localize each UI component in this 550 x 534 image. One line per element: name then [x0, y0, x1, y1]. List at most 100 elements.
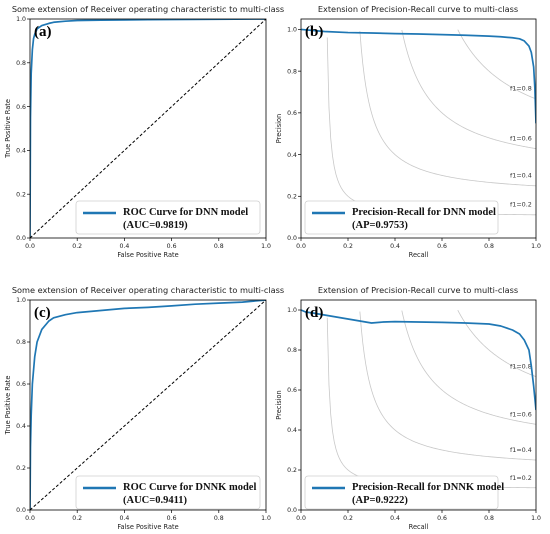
x-axis-label: False Positive Rate — [117, 523, 178, 531]
iso-f1-label: f1=0.4 — [510, 446, 532, 454]
legend: ROC Curve for DNN model (AUC=0.9819) — [75, 200, 261, 235]
y-tick-label: 0.4 — [16, 148, 26, 155]
iso-f1-curve — [401, 310, 536, 425]
y-tick-label: 1.0 — [287, 27, 297, 34]
legend-score: (AP=0.9753) — [352, 220, 408, 231]
chance-diagonal-line — [30, 19, 266, 238]
x-tick-label: 1.0 — [531, 515, 541, 522]
x-axis-label: False Positive Rate — [117, 251, 178, 259]
x-tick-label: 0.8 — [214, 243, 224, 250]
y-tick-label: 0.6 — [16, 104, 26, 111]
x-tick-label: 1.0 — [261, 243, 271, 250]
x-tick-label: 0.0 — [296, 515, 306, 522]
y-tick-label: 0.4 — [287, 427, 297, 434]
y-tick-label: 1.0 — [16, 16, 26, 23]
panel-label: (c) — [34, 305, 51, 321]
series-line — [301, 28, 536, 124]
plot-frame — [300, 18, 537, 239]
y-tick-label: 0.8 — [287, 68, 297, 75]
x-tick-label: 0.4 — [119, 243, 129, 250]
y-tick-label: 0.0 — [16, 507, 26, 514]
panel-label: (d) — [305, 305, 323, 321]
legend-box — [75, 200, 261, 235]
y-tick-label: 0.2 — [287, 193, 297, 200]
iso-f1-label: f1=0.8 — [510, 85, 532, 93]
chart-title: Extension of Precision-Recall curve to m… — [318, 4, 518, 14]
iso-f1-curve — [326, 37, 536, 216]
legend: Precision-Recall for DNNK model (AP=0.922… — [304, 475, 504, 510]
iso-f1-curve — [326, 317, 536, 489]
iso-f1-curve — [457, 29, 536, 100]
legend-label: Precision-Recall for DNN model — [352, 207, 496, 218]
y-tick-label: 0.0 — [287, 235, 297, 242]
x-tick-label: 0.0 — [25, 515, 35, 522]
iso-f1-label: f1=0.6 — [510, 134, 532, 142]
iso-f1-curve — [457, 310, 536, 378]
chart-panel-3: Some extension of Receiver operating cha… — [4, 285, 284, 531]
x-tick-label: 0.0 — [296, 243, 306, 250]
y-tick-label: 0.6 — [287, 387, 297, 394]
x-tick-label: 0.4 — [390, 515, 400, 522]
chart-panel-4: Extension of Precision-Recall curve to m… — [275, 285, 541, 531]
legend-box — [75, 475, 261, 510]
x-tick-label: 0.6 — [437, 243, 447, 250]
series-line — [30, 300, 266, 510]
legend-score: (AUC=0.9819) — [123, 220, 188, 231]
y-axis-label: Precision — [275, 114, 283, 143]
y-tick-label: 0.2 — [16, 191, 26, 198]
iso-f1-label: f1=0.8 — [510, 363, 532, 371]
iso-f1-label: f1=0.4 — [510, 172, 532, 180]
x-tick-label: 0.6 — [167, 243, 177, 250]
series-line — [301, 309, 536, 411]
y-tick-label: 0.8 — [16, 60, 26, 67]
legend-box — [304, 200, 499, 235]
legend-label: ROC Curve for DNN model — [123, 207, 248, 218]
plot-frame — [29, 18, 267, 239]
chance-diagonal-line — [30, 300, 266, 510]
x-tick-label: 0.6 — [167, 515, 177, 522]
y-tick-label: 1.0 — [287, 307, 297, 314]
legend: Precision-Recall for DNN model (AP=0.9753… — [304, 200, 499, 235]
x-tick-label: 0.2 — [72, 515, 82, 522]
y-tick-label: 0.4 — [287, 152, 297, 159]
y-tick-label: 0.4 — [16, 423, 26, 430]
y-tick-label: 0.2 — [287, 467, 297, 474]
panel-label: (b) — [305, 24, 323, 40]
x-tick-label: 1.0 — [261, 515, 271, 522]
x-tick-label: 0.6 — [437, 515, 447, 522]
plot-frame — [300, 299, 537, 511]
y-tick-label: 0.6 — [16, 381, 26, 388]
y-tick-label: 0.8 — [287, 347, 297, 354]
y-axis-label: True Positive Rate — [4, 99, 12, 159]
x-tick-label: 0.8 — [484, 243, 494, 250]
x-axis-label: Recall — [409, 523, 429, 531]
y-tick-label: 0.2 — [16, 465, 26, 472]
y-tick-label: 0.8 — [16, 339, 26, 346]
x-tick-label: 0.2 — [343, 243, 353, 250]
x-tick-label: 0.8 — [214, 515, 224, 522]
iso-f1-label: f1=0.6 — [510, 410, 532, 418]
chart-title: Some extension of Receiver operating cha… — [12, 285, 284, 295]
legend-box — [304, 475, 499, 510]
chart-title: Some extension of Receiver operating cha… — [12, 4, 284, 14]
x-axis-label: Recall — [409, 251, 429, 259]
x-tick-label: 0.4 — [119, 515, 129, 522]
y-tick-label: 1.0 — [16, 297, 26, 304]
chart-panel-1: Some extension of Receiver operating cha… — [4, 4, 284, 259]
x-tick-label: 0.8 — [484, 515, 494, 522]
y-axis-label: Precision — [275, 390, 283, 419]
legend-score: (AUC=0.9411) — [123, 495, 188, 506]
iso-f1-curve — [359, 31, 536, 187]
y-tick-label: 0.6 — [287, 110, 297, 117]
legend-label: ROC Curve for DNNK model — [123, 482, 256, 493]
y-axis-label: True Positive Rate — [4, 376, 12, 436]
legend: ROC Curve for DNNK model (AUC=0.9411) — [75, 475, 261, 510]
plot-frame — [29, 299, 267, 511]
x-tick-label: 0.2 — [343, 515, 353, 522]
legend-score: (AP=0.9222) — [352, 495, 408, 506]
x-tick-label: 0.4 — [390, 243, 400, 250]
panel-label: (a) — [34, 24, 52, 40]
iso-f1-curve — [401, 29, 536, 150]
iso-f1-label: f1=0.2 — [510, 200, 532, 208]
